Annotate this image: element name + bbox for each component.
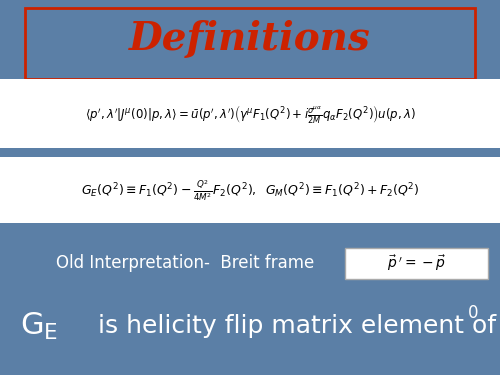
Text: $G_E(Q^2) \equiv F_1(Q^2) - \frac{Q^2}{4M^2}F_2(Q^2), \;\; G_M(Q^2) \equiv F_1(Q: $G_E(Q^2) \equiv F_1(Q^2) - \frac{Q^2}{4…: [80, 178, 419, 203]
Text: $\mathrm{G}_\mathrm{E}$: $\mathrm{G}_\mathrm{E}$: [20, 311, 58, 342]
FancyBboxPatch shape: [0, 158, 500, 223]
Text: $\langle p', \lambda'|J^{\mu}(0)|p, \lambda\rangle = \bar{u}(p', \lambda')\left(: $\langle p', \lambda'|J^{\mu}(0)|p, \lam…: [84, 103, 415, 125]
Text: is helicity flip matrix element of J: is helicity flip matrix element of J: [82, 314, 500, 338]
FancyBboxPatch shape: [0, 79, 500, 148]
Text: Definitions: Definitions: [129, 20, 371, 58]
Text: 0: 0: [468, 304, 478, 322]
FancyBboxPatch shape: [345, 248, 488, 279]
Text: $\vec{p}\,' = -\vec{p}$: $\vec{p}\,' = -\vec{p}$: [386, 254, 446, 273]
Text: Old Interpretation-  Breit frame: Old Interpretation- Breit frame: [56, 254, 314, 272]
